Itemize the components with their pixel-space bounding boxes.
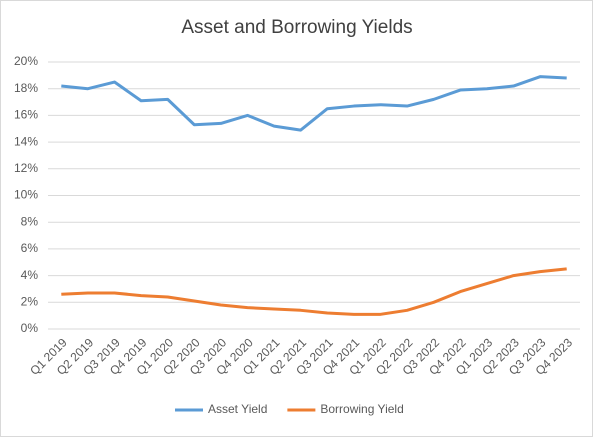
y-tick-label: 10% [14,188,38,202]
y-tick-label: 6% [21,241,39,255]
y-tick-label: 16% [14,108,38,122]
y-tick-label: 20% [14,54,38,68]
series-line [61,75,567,132]
y-tick-label: 2% [21,294,39,308]
y-tick-label: 14% [14,134,38,148]
y-tick-label: 4% [21,268,39,282]
legend-label: Borrowing Yield [320,402,403,416]
chart-title: Asset and Borrowing Yields [181,17,412,38]
y-tick-label: 0% [21,321,39,335]
y-tick-label: 12% [14,161,38,175]
legend-label: Asset Yield [208,402,267,416]
y-tick-label: 8% [21,214,39,228]
series-line [61,267,567,316]
y-tick-label: 18% [14,81,38,95]
